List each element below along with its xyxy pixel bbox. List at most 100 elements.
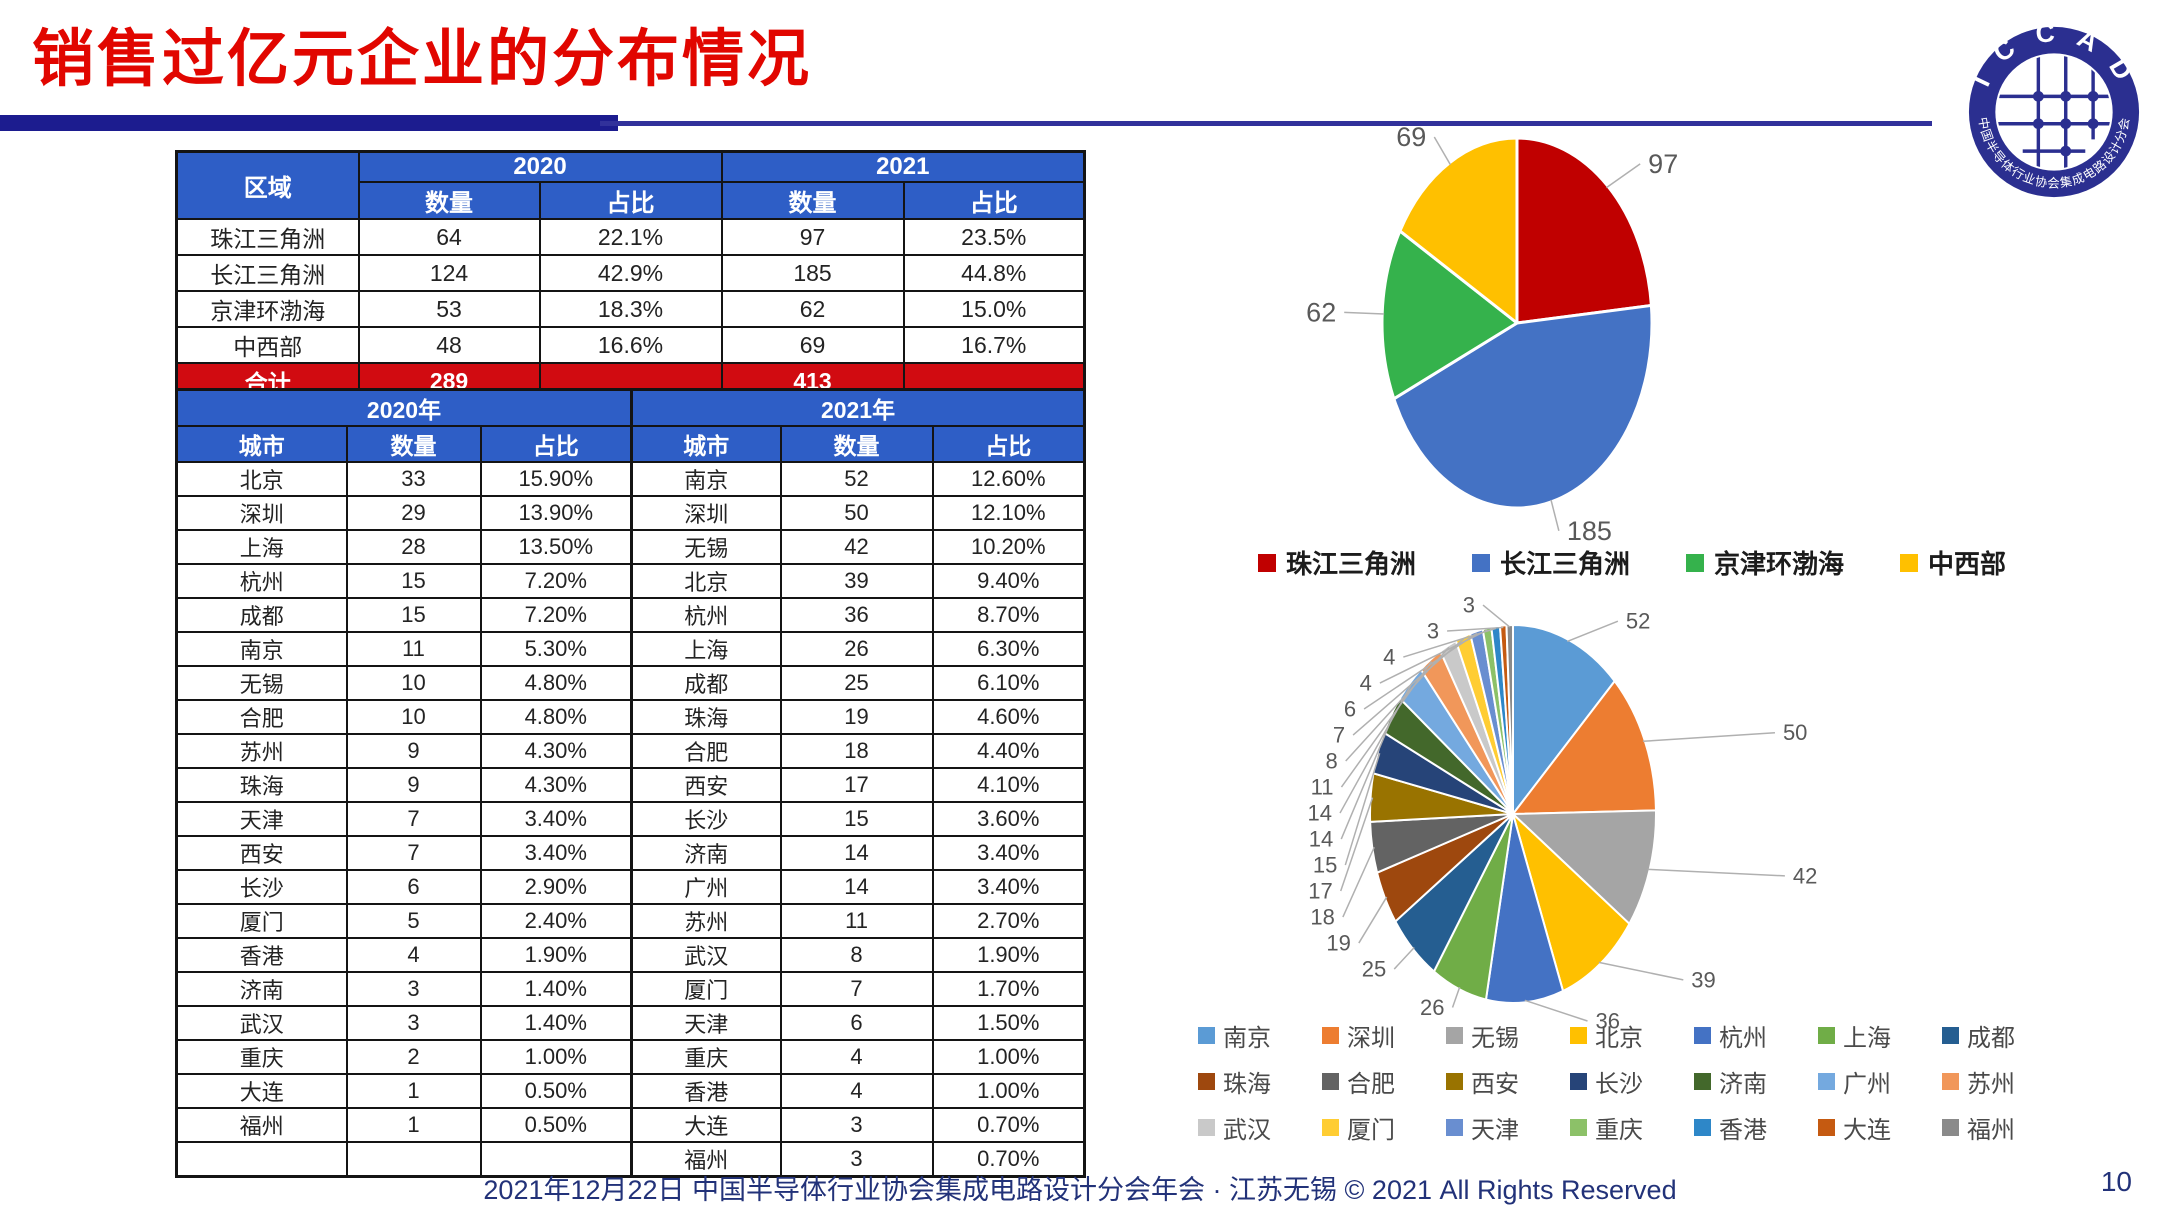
legend-item-京津环渤海: 京津环渤海 [1686,544,1844,581]
legend-item-北京: 北京 [1570,1018,1694,1053]
table-cell: 69 [720,326,905,364]
table-cell: 10.20% [931,529,1086,565]
table-cell: 8 [779,937,934,973]
table-cell: 4.10% [931,767,1086,803]
table-cell: 天津 [175,801,348,837]
table-cell: 53 [357,290,541,328]
label-leader-line [1598,961,1684,981]
table-row: 济南 3 1.40% 厦门 7 1.70% [175,971,1086,1007]
legend-item-重庆: 重庆 [1570,1110,1694,1145]
label-leader-line [1606,163,1641,189]
legend-item-长江三角洲: 长江三角洲 [1472,544,1630,581]
page-title: 销售过亿元企业的分布情况 [32,25,813,94]
table-cell: 武汉 [175,1005,348,1041]
table-cell: 16.7% [902,326,1086,364]
city-table-header-city-2020: 城市 [175,425,348,463]
table-cell: 8.70% [931,597,1086,633]
legend-item-苏州: 苏州 [1942,1064,2066,1099]
legend-swatch-icon [1900,553,1919,572]
table-row: 珠海 9 4.30% 西安 17 4.10% [175,767,1086,803]
table-cell: 7.20% [479,563,633,599]
table-cell: 17 [779,767,934,803]
region-table-2020-count-header: 数量 [357,181,541,220]
city-table-year-2020-header: 2020年 [175,388,633,427]
table-cell: 16.6% [538,326,723,364]
pie-data-label: 8 [1325,749,1337,774]
pie-data-label: 17 [1308,879,1332,904]
label-leader-line [1550,499,1560,532]
table-row: 福州 1 0.50% 大连 3 0.70% [175,1107,1086,1143]
table-cell: 杭州 [175,563,348,599]
table-cell: 185 [720,254,905,292]
pie-slice-杭州 [1484,813,1565,1004]
table-row: 苏州 9 4.30% 合肥 18 4.40% [175,733,1086,769]
table-cell: 3 [345,971,482,1007]
table-cell: 42 [779,529,934,565]
legend-swatch-icon [1258,553,1276,572]
legend-item-福州: 福州 [1942,1110,2066,1145]
table-cell: 12.10% [931,495,1086,531]
region-table-2021-count-header: 数量 [720,181,905,220]
table-cell: 大连 [175,1073,348,1109]
table-cell: 6 [779,1005,934,1041]
legend-swatch-icon [1472,553,1491,572]
table-cell: 1.70% [931,971,1086,1007]
table-cell: 3.40% [479,835,633,871]
table-cell: 4.30% [479,733,633,769]
table-cell: 珠江三角洲 [175,218,360,256]
legend-label: 南京 [1223,1025,1271,1052]
table-cell: 19 [779,699,934,735]
table-cell: 西安 [175,835,348,871]
table-row: 重庆 2 1.00% 重庆 4 1.00% [175,1039,1086,1075]
table-cell: 1.00% [479,1039,633,1075]
table-cell: 64 [357,218,541,256]
legend-label: 长江三角洲 [1500,549,1631,579]
pie-data-label: 69 [1396,122,1426,152]
region-table-2020-share-header: 占比 [538,181,723,220]
table-cell: 13.50% [479,529,633,565]
legend-swatch-icon [1694,1073,1711,1090]
table-cell: 杭州 [630,597,782,633]
legend-swatch-icon [1322,1119,1339,1136]
region-table-year-2020-header: 2020 [357,150,723,183]
pie-data-label: 15 [1313,853,1337,878]
city-table-header-count-2021: 数量 [779,425,934,463]
table-row: 南京 11 5.30% 上海 26 6.30% [175,631,1086,667]
pie-data-label: 185 [1567,516,1612,546]
table-cell: 9.40% [931,563,1086,599]
label-leader-line [1433,136,1452,166]
regions-pie-chart: 97 185 62 69 [1306,122,1678,546]
table-cell: 4 [779,1073,934,1109]
table-cell: 重庆 [175,1039,348,1075]
table-row: 福州 3 0.70% [175,1141,1086,1178]
legend-label: 苏州 [1967,1071,2015,1098]
label-leader-line [1567,620,1619,643]
table-cell [345,1141,482,1178]
table-cell: 3.60% [931,801,1086,837]
legend-swatch-icon [1446,1119,1463,1136]
legend-swatch-icon [1942,1119,1959,1136]
table-cell: 42.9% [538,254,723,292]
table-cell: 无锡 [630,529,782,565]
table-cell: 18.3% [538,290,723,328]
pie-data-label: 19 [1326,931,1350,956]
table-row: 无锡 10 4.80% 成都 25 6.10% [175,665,1086,701]
table-cell: 28 [345,529,482,565]
table-cell: 厦门 [630,971,782,1007]
legend-item-厦门: 厦门 [1322,1110,1446,1145]
table-cell: 0.50% [479,1107,633,1143]
table-cell: 18 [779,733,934,769]
table-cell: 13.90% [479,495,633,531]
legend-swatch-icon [1694,1027,1711,1044]
legend-swatch-icon [1198,1119,1215,1136]
region-table-corner-header: 区域 [175,150,360,220]
table-cell: 珠海 [175,767,348,803]
table-cell: 1.00% [931,1073,1086,1109]
table-row: 深圳 29 13.90% 深圳 50 12.10% [175,495,1086,531]
table-cell: 中西部 [175,326,360,364]
legend-item-无锡: 无锡 [1446,1018,1570,1053]
table-cell: 33 [345,461,482,497]
table-row: 北京 33 15.90% 南京 52 12.60% [175,461,1086,497]
pie-data-label: 26 [1420,995,1444,1020]
label-leader-line [1363,632,1478,710]
